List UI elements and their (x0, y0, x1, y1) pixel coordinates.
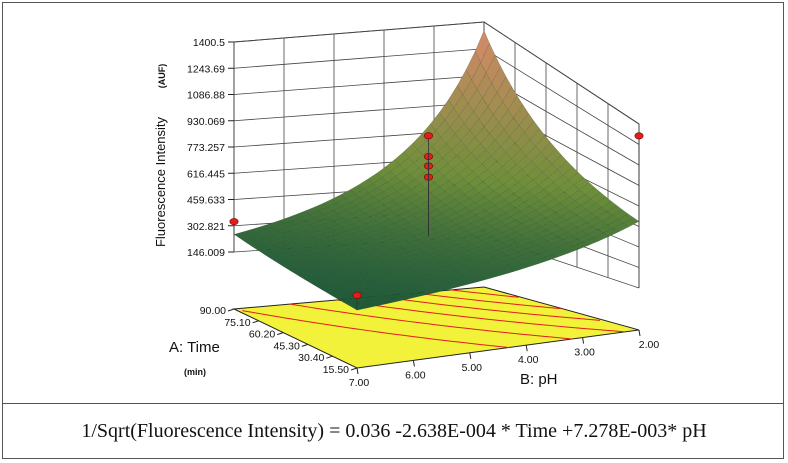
surface-cell (592, 232, 610, 242)
surface-cell (452, 281, 469, 288)
b-tick-label: 2.00 (639, 339, 660, 351)
surface-cell (542, 253, 559, 261)
b-tick-mark (412, 360, 415, 367)
surface-cell (552, 249, 569, 258)
surface-cell (382, 298, 398, 304)
a-tick-label: 60.20 (249, 329, 275, 341)
a-tick-mark (277, 332, 284, 336)
z-tick-label: 1400.5 (193, 37, 225, 49)
contour-line (336, 299, 626, 333)
design-points (229, 132, 644, 311)
z-tick-label: 616.445 (187, 168, 225, 180)
surface-cell (352, 305, 368, 311)
a-tick-mark (227, 308, 235, 312)
z-axis-label: Fluorescence Intensity (153, 116, 168, 247)
a-tick-mark (350, 367, 358, 371)
design-point (229, 218, 239, 226)
surface-cell (512, 264, 529, 271)
contour-line (415, 292, 561, 310)
b-tick-label: 4.00 (518, 354, 539, 366)
z-tick-label: 146.009 (187, 247, 225, 259)
response-surface-chart: 1400.5 1243.69 1086.88 930.069 773.257 616.44… (153, 21, 660, 389)
surface-cell (412, 291, 429, 298)
a-tick-mark (301, 343, 308, 347)
z-axis-ticks: 1400.5 1243.69 1086.88 930.069 773.257 616.44… (187, 37, 234, 259)
response-surface-mesh (233, 29, 640, 311)
z-tick-label: 459.633 (187, 195, 225, 207)
design-point (634, 132, 644, 140)
surface-cell (402, 294, 418, 300)
b-tick-mark (582, 337, 585, 344)
b-tick-label: 7.00 (349, 377, 370, 389)
b-tick-label: 5.00 (462, 362, 483, 374)
a-tick-mark (326, 355, 333, 359)
contour-line (289, 303, 573, 340)
a-tick-label: 30.40 (298, 352, 324, 364)
a-axis-label: A: Time (169, 339, 220, 356)
a-tick-label: 15.50 (323, 364, 349, 376)
wall-grid-line-h (233, 21, 640, 125)
b-tick-mark (356, 367, 359, 375)
b-axis-label: B: pH (520, 371, 558, 388)
z-tick-label: 773.257 (187, 142, 225, 154)
plot-area: 1400.5 1243.69 1086.88 930.069 773.257 616.44… (2, 2, 784, 404)
z-tick-label: 1086.88 (187, 90, 225, 102)
b-tick-label: 6.00 (405, 369, 426, 381)
z-tick-label: 302.821 (187, 221, 225, 233)
b-tick-mark (469, 352, 472, 359)
figure-frame (2, 2, 784, 459)
b-tick-label: 3.00 (574, 347, 595, 359)
a-tick-label: 90.00 (200, 305, 226, 317)
surface-cell (492, 270, 509, 277)
surface-cell (572, 241, 590, 250)
b-tick-mark (638, 329, 641, 337)
contour-line (450, 289, 519, 298)
surface-cell (392, 296, 408, 302)
surface-cell (613, 222, 630, 233)
a-axis-unit: (min) (184, 367, 206, 377)
floor-contour-plane (232, 286, 640, 369)
b-tick-mark (525, 345, 528, 352)
a-tick-label: 45.30 (274, 340, 300, 352)
surface-cell (372, 300, 388, 307)
z-tick-label: 930.069 (187, 116, 225, 128)
a-tick-mark (252, 320, 259, 324)
z-tick-label: 1243.69 (187, 63, 225, 75)
design-point (423, 132, 433, 140)
contour-line (242, 310, 510, 349)
regression-equation: 1/Sqrt(Fluorescence Intensity) = 0.036 -… (81, 420, 707, 442)
b-axis-ticks: 7.00 6.00 5.00 4.00 3.00 2.00 (349, 329, 660, 389)
z-axis-unit: (AUF) (157, 64, 167, 89)
a-tick-label: 75.10 (224, 317, 250, 329)
contour-line (377, 295, 601, 321)
design-point (352, 291, 362, 299)
